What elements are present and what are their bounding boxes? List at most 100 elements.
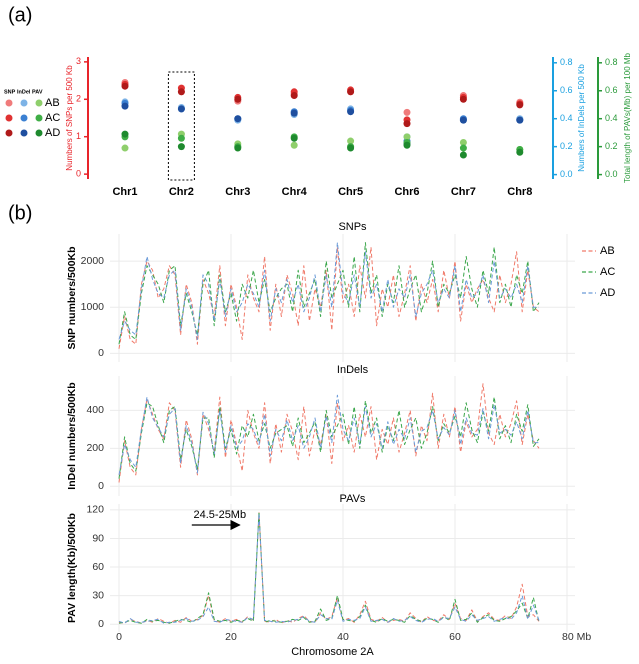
y-axis-label: SNP numbers/500Kb [66,246,78,349]
y-axis-label: PAV length(Kb)/500Kb [66,513,78,623]
dot [290,141,298,149]
y-tick-label: 0.0 [605,169,618,179]
dot [516,101,524,109]
y-tick-label: 0.8 [560,57,573,67]
legend-dot [35,99,43,107]
highlight-box [167,71,195,181]
y-axis-label: Total length of PAVs(Mb) per 100 Mb [623,52,632,183]
legend-label: AC [600,266,615,278]
y-tick-label: 0 [98,347,104,359]
legend-dot [35,129,43,137]
legend-label: AC [45,112,60,124]
dot [347,88,355,96]
y-tick-label: 1 [76,131,81,141]
y-tick-label: 0 [76,169,81,179]
y-tick-label: 0.8 [605,57,618,67]
dot [459,151,467,159]
data-line [118,242,539,340]
dot [290,134,298,142]
subplot-title: SNPs [338,221,367,233]
y-tick-label: 120 [86,504,104,516]
legend-dot [20,129,28,137]
x-tick-label: Chr6 [394,186,419,198]
dot [290,92,298,100]
x-tick-label: Chr1 [112,186,137,198]
legend-dot [5,114,13,122]
y-axis-label: Numbers of InDels per 500 Kb [577,64,586,172]
legend-dot [35,114,43,122]
dot [459,95,467,103]
y-tick-label: 0.2 [605,141,618,151]
legend-dot [20,99,28,107]
dot [403,120,411,128]
data-line [118,513,540,624]
data-line [118,512,540,624]
x-tick-label: Chr8 [507,186,532,198]
y-tick-label: 0 [98,480,104,492]
x-tick-label: 60 [449,631,461,643]
dot [403,133,411,141]
y-tick-label: 0.6 [560,85,573,95]
y-tick-label: 0.0 [560,169,573,179]
legend-header: SNP [4,89,16,95]
dot [234,144,242,152]
y-tick-label: 0.4 [605,113,618,123]
y-tick-label: 200 [86,442,104,454]
data-line [118,396,540,479]
y-tick-label: 2 [76,94,81,104]
legend-header: InDel [17,89,31,95]
legend-dot [5,129,13,137]
legend-header: PAV [32,89,43,95]
y-tick-label: 60 [92,561,104,573]
dot [347,108,355,116]
dot [177,134,185,142]
panel-label: (a) [8,4,32,26]
data-line [118,242,540,345]
y-axis-label: InDel numbers/500Kb [66,382,78,489]
y-axis-label: Numbers of SNPs per 500 Kb [65,65,74,171]
dot [459,144,467,152]
data-line [118,383,540,483]
x-tick-label: Chr7 [451,186,476,198]
legend-label: AD [600,287,615,299]
subplot-title: PAVs [340,493,366,505]
dot [516,148,524,156]
y-tick-label: 0.2 [560,141,573,151]
y-tick-label: 2000 [81,255,105,267]
legend-dot [5,99,13,107]
dot [177,88,185,96]
x-tick-label: 20 [225,631,237,643]
x-tick-label: 0 [116,631,122,643]
dot [234,115,242,123]
data-line [118,394,539,475]
y-tick-label: 0.4 [560,113,573,123]
x-tick-label: Chr3 [225,186,250,198]
legend-label: AB [600,245,615,257]
dot [403,108,411,116]
annotation: 24.5-25Mb [194,509,247,521]
x-tick-label: Chr2 [169,186,194,198]
dot [121,82,129,90]
y-tick-label: 0 [98,618,104,630]
legend-label: AD [45,127,60,139]
y-tick-label: 400 [86,404,104,416]
dot [121,102,129,110]
y-tick-label: 3 [76,56,81,66]
dot [403,141,411,149]
dot [347,137,355,145]
x-tick-label: 40 [337,631,349,643]
dot [177,143,185,151]
y-tick-label: 30 [92,589,104,601]
y-tick-label: 90 [92,532,104,544]
y-tick-label: 1000 [81,301,105,313]
dot [177,105,185,113]
dot [516,116,524,124]
legend-dot [20,114,28,122]
x-tick-label: Chr5 [338,186,363,198]
dot [121,144,129,152]
dot [347,144,355,152]
dot [459,116,467,124]
dot [234,95,242,103]
